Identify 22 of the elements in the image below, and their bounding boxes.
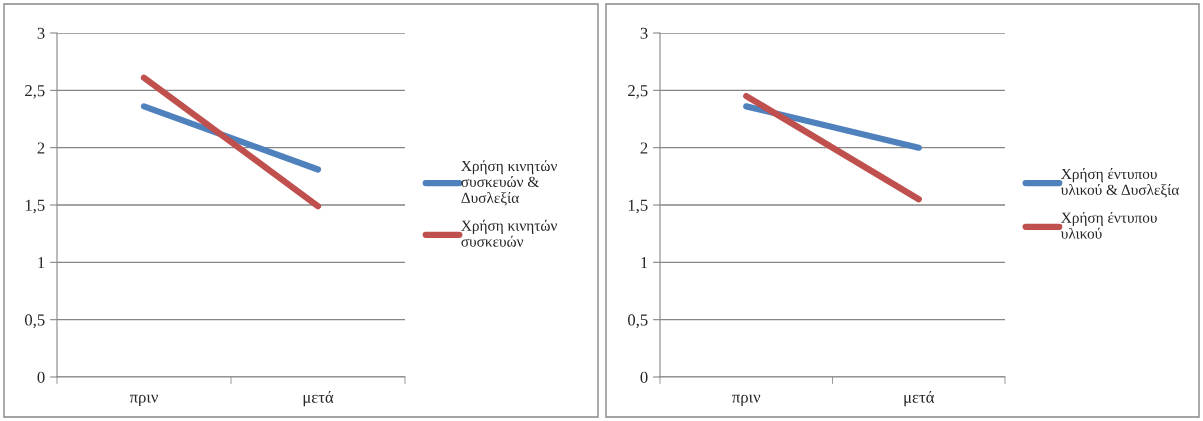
legend-label: Χρήση κινητών συσκευών & Δυσλεξία — [461, 160, 557, 206]
y-tick-label: 1 — [641, 257, 648, 269]
y-tick-label: 2,5 — [25, 85, 45, 99]
x-tick-label: μετά — [303, 390, 334, 407]
y-tick-label: 1,5 — [25, 199, 45, 214]
legend-label: Χρήση έντυπου υλικού & Δυσλεξία — [1060, 168, 1179, 198]
y-tick-label: 1,5 — [628, 199, 648, 214]
x-tick-label: μετά — [904, 390, 935, 407]
y-tick-label: 0,5 — [25, 314, 45, 329]
x-tick-label: πριν — [732, 394, 761, 406]
legend-label: Χρήση έντυπου υλικού — [1060, 211, 1157, 239]
y-tick-label: 2,5 — [628, 85, 648, 99]
y-tick-label: 0 — [37, 371, 45, 383]
y-tick-label: 2 — [640, 142, 648, 154]
y-tick-label: 3 — [640, 27, 648, 39]
y-tick-label: 0,5 — [628, 314, 648, 329]
x-tick-label: πριν — [129, 394, 158, 406]
y-tick-label: 1 — [38, 257, 45, 269]
y-tick-label: 0 — [640, 371, 648, 383]
legend-label: Χρήση κινητών συσκευών — [461, 219, 557, 247]
y-tick-label: 3 — [37, 27, 45, 39]
y-tick-label: 2 — [37, 142, 45, 154]
